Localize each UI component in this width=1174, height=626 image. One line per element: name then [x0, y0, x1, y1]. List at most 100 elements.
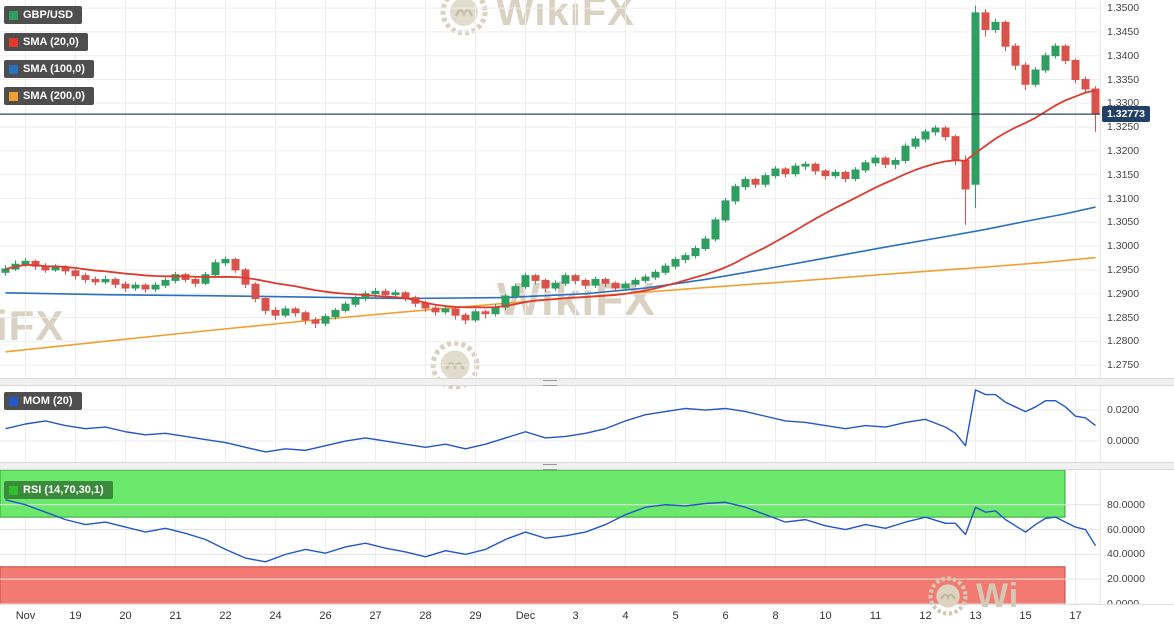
- time-label: 12: [919, 610, 932, 622]
- candle: [881, 156, 890, 169]
- price-gridlines: [0, 7, 1100, 366]
- candle: [731, 183, 740, 205]
- candle: [441, 306, 450, 315]
- candle: [591, 276, 600, 289]
- axis-tick-label: 20.0000: [1107, 573, 1145, 586]
- candle: [551, 280, 560, 291]
- candle: [561, 272, 570, 287]
- candle: [601, 277, 610, 288]
- rsi-chart-canvas[interactable]: [0, 470, 1100, 604]
- mom-badge: MOM (20): [4, 392, 82, 410]
- candle: [211, 259, 220, 277]
- candle: [1, 265, 10, 276]
- candle: [981, 9, 990, 37]
- candle: [511, 284, 520, 299]
- time-label: 15: [1019, 610, 1032, 622]
- mom-line: [5, 389, 1096, 453]
- symbol-label: GBP/USD: [23, 9, 74, 21]
- candle: [961, 155, 970, 225]
- rsi-oversold-band: [0, 566, 1066, 604]
- candle: [321, 313, 330, 327]
- sma100-line: [5, 206, 1096, 300]
- candle: [251, 282, 260, 303]
- candle: [671, 256, 680, 269]
- rsi-gridlines: [0, 504, 1100, 604]
- axis-tick-label: 1.2950: [1107, 263, 1140, 276]
- panel-divider[interactable]: [0, 378, 1174, 386]
- candle: [101, 275, 110, 285]
- candle: [501, 293, 510, 310]
- current-price-badge: 1.32773: [1102, 106, 1150, 123]
- time-label: 24: [269, 610, 282, 622]
- axis-tick-label: 60.0000: [1107, 523, 1145, 536]
- time-label: Dec: [515, 610, 536, 622]
- momentum-chart-canvas[interactable]: [0, 386, 1100, 462]
- candle: [891, 157, 900, 170]
- candle: [341, 301, 350, 313]
- rsi-overbought-band: [0, 470, 1066, 518]
- candle: [641, 274, 650, 284]
- mom-gridlines: [0, 409, 1100, 442]
- rsi-color-chip: [9, 485, 18, 495]
- candle: [401, 290, 410, 302]
- candle: [91, 276, 100, 286]
- main-chart-canvas[interactable]: [0, 0, 1100, 378]
- candle: [991, 18, 1000, 33]
- time-label: 29: [469, 610, 482, 622]
- candle: [261, 296, 270, 315]
- candle: [1021, 62, 1030, 90]
- axis-tick-label: 1.2750: [1107, 359, 1140, 372]
- axis-tick-label: 1.3200: [1107, 144, 1140, 157]
- candle: [311, 317, 320, 329]
- time-label: 27: [369, 610, 382, 622]
- panel-divider[interactable]: [0, 462, 1174, 470]
- price-axis[interactable]: 1.3500 1.3450 1.3400 1.3350 1.3300 1.3250 1.32…: [1100, 0, 1174, 610]
- time-label: 17: [1069, 610, 1082, 622]
- candle: [201, 271, 210, 286]
- candle: [651, 269, 660, 280]
- candle: [301, 310, 310, 325]
- candle: [911, 136, 920, 150]
- sma20-color-chip: [9, 37, 18, 47]
- candle: [921, 129, 930, 143]
- sma20-badge: SMA (20,0): [4, 33, 88, 51]
- divider-grip-icon: [543, 380, 557, 386]
- time-label: 4: [622, 610, 629, 622]
- candle: [161, 277, 170, 289]
- time-label: 6: [722, 610, 729, 622]
- candle: [471, 308, 480, 323]
- symbol-badge: GBP/USD: [4, 6, 83, 24]
- candle: [531, 273, 540, 285]
- axis-tick-label: 1.2850: [1107, 311, 1140, 324]
- candle: [521, 272, 530, 289]
- sma200-line: [5, 256, 1096, 353]
- candle: [231, 257, 240, 273]
- time-axis[interactable]: Nov 19 20 21 22 24 26 27 28 29 Dec 3 4 5 6 8 10 11 12 13 15 1…: [0, 604, 1174, 626]
- time-label: 21: [169, 610, 182, 622]
- sma200-color-chip: [9, 91, 18, 101]
- candle: [581, 278, 590, 289]
- candle: [851, 167, 860, 182]
- axis-tick-label: 80.0000: [1107, 498, 1145, 511]
- candle: [971, 5, 980, 209]
- divider-grip-icon: [543, 464, 557, 470]
- candle: [741, 176, 750, 190]
- sma20-line: [5, 89, 1096, 309]
- candle: [481, 309, 490, 319]
- candle: [351, 295, 360, 308]
- axis-tick-label: 1.3100: [1107, 192, 1140, 205]
- sma100-label: SMA (100,0): [23, 63, 85, 75]
- time-label: 26: [319, 610, 332, 622]
- candle: [751, 177, 760, 189]
- candle: [331, 308, 340, 320]
- candle: [941, 126, 950, 141]
- candle: [1041, 52, 1050, 73]
- candle: [831, 169, 840, 179]
- time-label: 19: [69, 610, 82, 622]
- time-label: 28: [419, 610, 432, 622]
- candle: [871, 155, 880, 167]
- candle: [141, 283, 150, 293]
- axis-tick-label: 1.3050: [1107, 216, 1140, 229]
- candle: [151, 282, 160, 292]
